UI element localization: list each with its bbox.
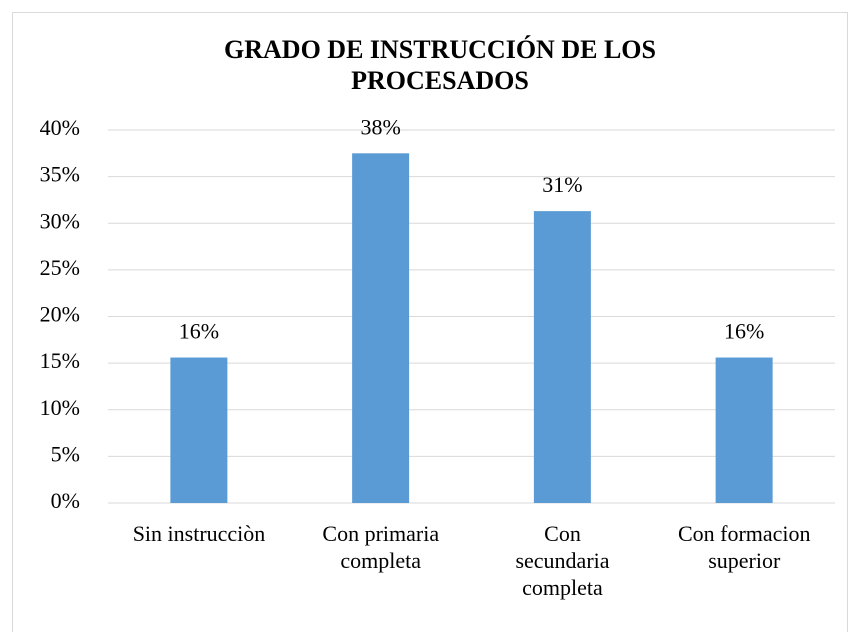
y-tick-label: 35% xyxy=(40,162,80,187)
x-tick-label: Con formacion superior xyxy=(677,521,811,573)
bar xyxy=(170,357,228,503)
y-tick-label: 30% xyxy=(40,208,80,233)
data-label: 16% xyxy=(179,319,219,344)
bar xyxy=(715,357,773,503)
data-label: 16% xyxy=(724,319,764,344)
y-tick-label: 40% xyxy=(40,115,80,140)
x-tick-label: Con primaria completa xyxy=(322,521,440,573)
y-tick-label: 15% xyxy=(40,348,80,373)
chart-frame xyxy=(12,12,848,632)
y-tick-label: 10% xyxy=(40,395,80,420)
bar xyxy=(352,153,410,503)
data-label: 31% xyxy=(542,172,582,197)
bar xyxy=(533,211,591,503)
y-tick-label: 0% xyxy=(51,488,80,513)
chart-title: GRADO DE INSTRUCCIÓN DE LOS PROCESADOS xyxy=(224,35,656,95)
data-label: 38% xyxy=(360,114,400,139)
y-tick-label: 25% xyxy=(40,255,80,280)
y-tick-label: 20% xyxy=(40,302,80,327)
x-tick-label: Sin instrucciòn xyxy=(132,521,266,546)
y-tick-label: 5% xyxy=(51,441,80,466)
x-tick-label: Con secundaria completa xyxy=(515,521,610,600)
